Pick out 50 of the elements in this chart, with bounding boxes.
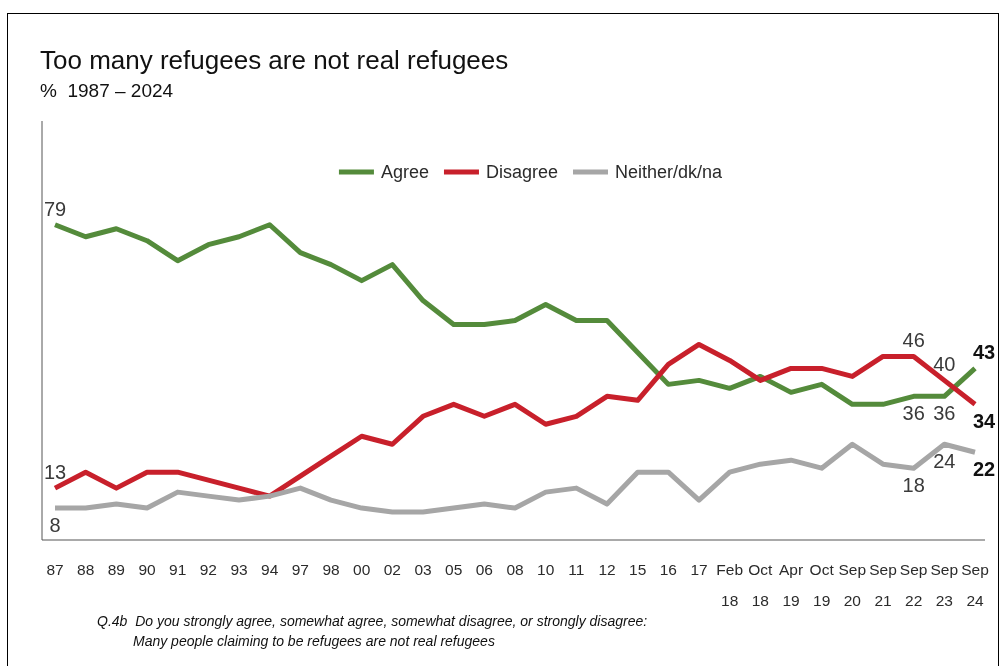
x-tick-label: 90 (138, 561, 156, 578)
x-tick-label: 06 (475, 561, 493, 578)
legend-label: Agree (380, 162, 429, 182)
data-label: 34 (972, 410, 996, 433)
x-tick-label: Apr 19 (778, 561, 804, 609)
x-tick-label: 92 (199, 561, 217, 578)
x-tick-label: 08 (506, 561, 524, 578)
x-tick-label: Sep 20 (838, 561, 867, 609)
x-tick-label: 00 (353, 561, 371, 578)
data-label: 22 (972, 458, 996, 481)
x-tick-label: Oct 19 (809, 561, 835, 609)
x-tick-label: 93 (230, 561, 248, 578)
x-tick-label: 05 (445, 561, 463, 578)
x-tick-label: 91 (169, 561, 187, 578)
x-tick-label: 97 (291, 561, 309, 578)
x-tick-label: Sep 23 (930, 561, 959, 609)
x-tick-label: Sep 24 (961, 561, 989, 609)
x-tick-label: 10 (537, 561, 555, 578)
x-tick-label: 03 (414, 561, 432, 578)
text: Many people claiming to be refugees are not real refugees (133, 633, 495, 649)
x-tick-label: 02 (383, 561, 401, 578)
x-tick-label: 94 (261, 561, 279, 578)
x-tick-label: 88 (77, 561, 95, 578)
x-tick-label: Sep 22 (899, 561, 928, 609)
x-tick-label: Feb 18 (716, 561, 744, 609)
data-label: 13 (43, 461, 67, 484)
data-label: 8 (49, 514, 61, 537)
x-tick-label: Sep 21 (869, 561, 897, 609)
data-label: 36 (933, 402, 956, 425)
x-tick-label: 11 (568, 561, 585, 578)
data-label: 40 (933, 353, 956, 376)
legend-label: Disagree (485, 162, 559, 182)
text: Q.4b Do you strongly agree, somewhat agree, somewhat disagree, or strongly disagree: (97, 613, 648, 629)
data-label: 24 (933, 450, 956, 473)
x-tick-label: Oct 18 (748, 561, 774, 609)
chart-title: Too many refugees are not real refugees (40, 45, 509, 75)
legend-label: Neither/dk/na (615, 162, 724, 182)
data-label: 79 (43, 197, 67, 220)
x-tick-label: 16 (659, 561, 677, 578)
data-label: 36 (902, 402, 925, 425)
data-label: 46 (902, 329, 925, 352)
x-tick-label: 87 (46, 561, 64, 578)
x-tick-label: 15 (629, 561, 647, 578)
data-label: 18 (902, 474, 925, 497)
chart-subtitle: % 1987 – 2024 (40, 80, 174, 101)
x-tick-label: 89 (107, 561, 125, 578)
x-tick-label: 12 (598, 561, 616, 578)
x-tick-label: 17 (690, 561, 708, 578)
x-tick-label: 98 (322, 561, 340, 578)
data-label: 43 (972, 341, 996, 364)
